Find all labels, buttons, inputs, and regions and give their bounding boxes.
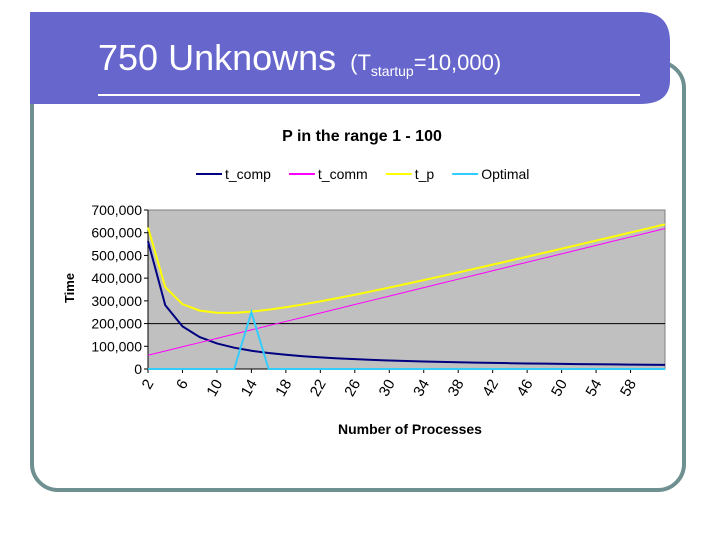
legend-label: t_comm xyxy=(318,166,368,182)
x-tick-label: 14 xyxy=(238,377,261,400)
x-tick-label: 22 xyxy=(307,377,330,400)
y-tick-label: 500,000 xyxy=(91,247,142,263)
series-line xyxy=(147,240,666,366)
y-tick-label: 100,000 xyxy=(91,338,142,354)
y-tick-label: 700,000 xyxy=(91,202,142,218)
legend-label: t_p xyxy=(415,166,435,182)
series-line xyxy=(147,228,666,356)
series-line xyxy=(148,308,665,370)
x-tick-label: 18 xyxy=(272,377,295,400)
x-tick-label: 26 xyxy=(341,377,364,400)
legend-label: t_comp xyxy=(225,166,271,182)
x-tick-label: 30 xyxy=(376,377,399,400)
x-tick-label: 34 xyxy=(410,377,433,400)
y-tick-label: 600,000 xyxy=(91,225,142,241)
slide-title: 750 Unknowns (Tstartup=10,000) xyxy=(98,37,501,79)
x-tick-label: 42 xyxy=(479,377,502,400)
plot-area xyxy=(147,209,666,370)
x-tick-label: 54 xyxy=(582,377,605,400)
x-axis-label: Number of Processes xyxy=(338,421,482,437)
chart-title: P in the range 1 - 100 xyxy=(282,128,442,145)
legend-label: Optimal xyxy=(481,166,529,182)
y-axis-label: Time xyxy=(62,273,77,303)
y-tick-label: 0 xyxy=(134,361,142,377)
header-band xyxy=(30,12,670,104)
x-tick-label: 58 xyxy=(617,377,640,400)
y-tick-label: 300,000 xyxy=(91,293,142,309)
y-tick-label: 400,000 xyxy=(91,270,142,286)
series-line xyxy=(147,223,666,314)
x-tick-label: 38 xyxy=(445,377,468,400)
x-tick-label: 50 xyxy=(548,377,571,400)
x-tick-label: 10 xyxy=(203,377,226,400)
y-tick-label: 200,000 xyxy=(91,316,142,332)
x-tick-label: 46 xyxy=(514,377,537,400)
